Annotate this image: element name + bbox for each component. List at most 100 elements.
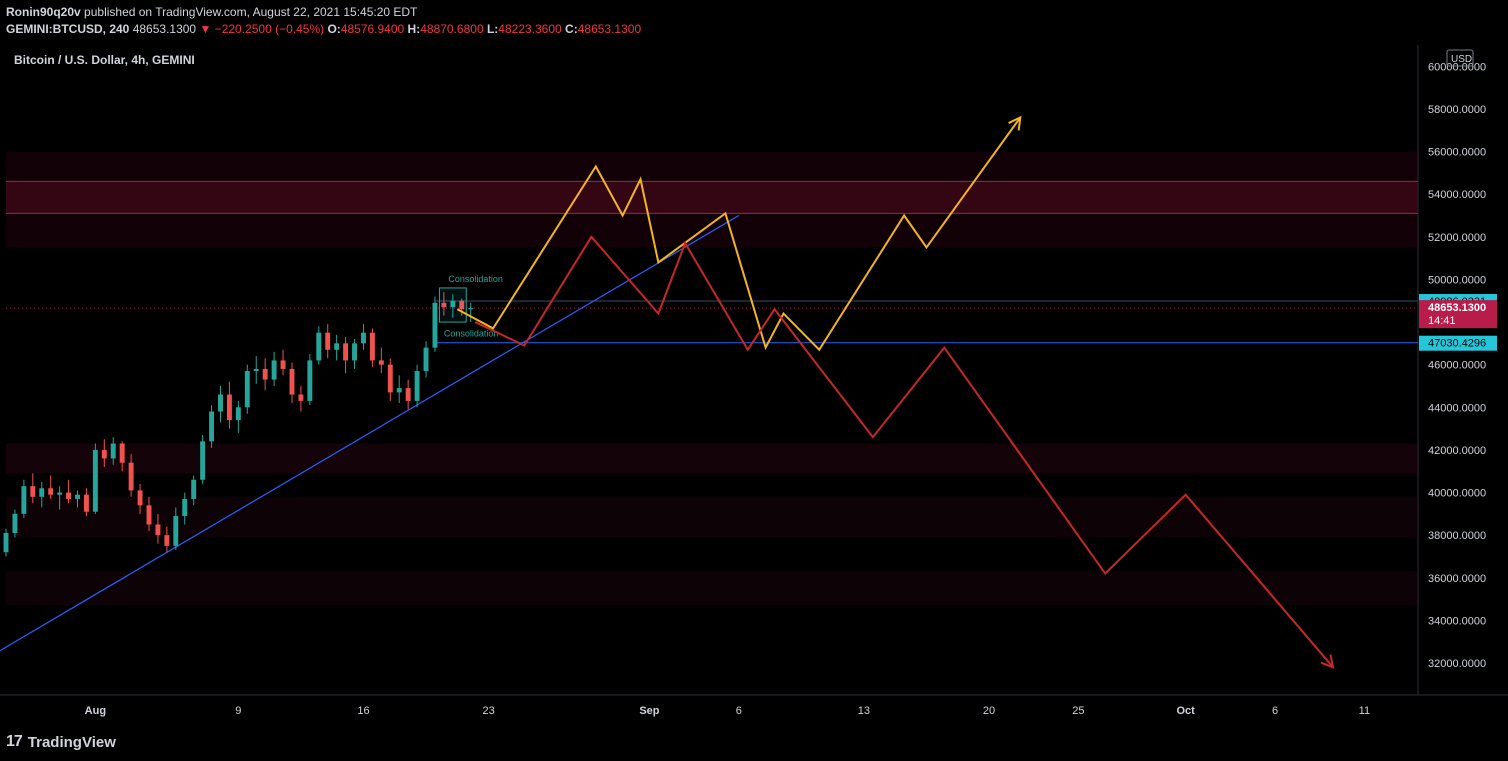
candle-4 xyxy=(39,481,45,508)
candle-body xyxy=(396,388,402,393)
candle-33 xyxy=(298,385,304,412)
candle-41 xyxy=(369,328,375,367)
candle-14 xyxy=(128,454,134,497)
x-tick-3: 23 xyxy=(482,705,494,717)
candle-body xyxy=(66,492,72,499)
y-tick-11: 36000.0000 xyxy=(1428,573,1486,585)
candle-8 xyxy=(75,490,80,508)
candle-6 xyxy=(57,486,63,510)
candle-37 xyxy=(334,334,340,361)
candle-body xyxy=(101,449,107,459)
candle-body xyxy=(3,533,9,553)
chart-title: Bitcoin / U.S. Dollar, 4h, GEMINI xyxy=(14,53,195,67)
price-label-bg-2 xyxy=(1419,335,1497,351)
candle-44 xyxy=(396,375,402,404)
candle-body xyxy=(271,360,277,380)
candle-38 xyxy=(343,336,349,374)
candle-body xyxy=(262,368,268,380)
candle-body xyxy=(92,449,98,512)
candle-body xyxy=(21,486,27,514)
y-tick-2: 56000.0000 xyxy=(1428,147,1486,159)
candle-body xyxy=(57,492,63,495)
candle-body xyxy=(343,343,349,361)
currency-label: USD xyxy=(1451,54,1472,65)
currency-badge xyxy=(1446,49,1474,67)
close-value: 48653.1300 xyxy=(577,22,642,36)
candle-body xyxy=(369,332,375,361)
candle-body xyxy=(209,411,215,442)
published-text: published on TradingView.com, August 22,… xyxy=(84,5,418,19)
x-tick-5: 6 xyxy=(736,705,742,717)
candle-52 xyxy=(468,302,474,323)
candle-16 xyxy=(146,496,152,531)
candle-10 xyxy=(92,443,98,514)
candle-7 xyxy=(66,479,72,504)
candle-body xyxy=(316,332,322,361)
candle-0 xyxy=(3,528,9,557)
candle-body xyxy=(226,394,232,421)
x-tick-0: Aug xyxy=(85,705,106,717)
y-tick-5: 50000.0000 xyxy=(1428,274,1486,286)
candle-body xyxy=(119,443,125,463)
y-tick-6: 46000.0000 xyxy=(1428,360,1486,372)
candle-51 xyxy=(459,298,465,316)
candle-46 xyxy=(414,364,420,408)
candle-body xyxy=(450,300,456,308)
candle-28 xyxy=(253,356,259,384)
candle-body xyxy=(83,494,89,512)
y-tick-7: 44000.0000 xyxy=(1428,402,1486,414)
scenario-path-0 xyxy=(456,116,1022,352)
candle-15 xyxy=(137,484,143,514)
candle-body xyxy=(218,394,223,412)
candle-34 xyxy=(307,354,313,406)
candle-body xyxy=(441,302,447,308)
trendline xyxy=(0,214,740,652)
tradingview-wordmark[interactable]: TradingView xyxy=(27,733,116,751)
consolidation-box xyxy=(438,287,467,323)
price-label-bg-1 xyxy=(1419,300,1497,329)
candle-32 xyxy=(289,362,295,404)
candle-body xyxy=(432,302,438,348)
candle-body xyxy=(334,343,340,350)
candle-body xyxy=(423,347,429,372)
y-tick-12: 34000.0000 xyxy=(1428,615,1486,627)
candle-27 xyxy=(244,364,250,414)
candle-body xyxy=(405,388,411,401)
candle-body xyxy=(235,407,241,421)
candle-body xyxy=(387,364,393,393)
candle-11 xyxy=(101,439,107,467)
candle-body xyxy=(378,360,384,365)
candle-body xyxy=(289,368,295,395)
x-tick-8: 25 xyxy=(1072,705,1084,717)
y-tick-3: 54000.0000 xyxy=(1428,189,1486,201)
candle-30 xyxy=(271,351,277,386)
candle-29 xyxy=(262,358,268,391)
candle-body xyxy=(253,368,259,372)
scenario-arrowhead-0 xyxy=(1008,115,1022,131)
low-label: L: xyxy=(486,22,499,36)
x-tick-6: 13 xyxy=(858,705,870,717)
publish-info: Ronin90q20v published on TradingView.com… xyxy=(6,5,417,19)
candle-5 xyxy=(48,475,54,499)
open-label: O: xyxy=(327,22,341,36)
candle-body xyxy=(468,308,474,310)
candle-body xyxy=(164,535,170,546)
publisher-name[interactable]: Ronin90q20v xyxy=(6,5,81,19)
candle-47 xyxy=(423,341,429,378)
candle-body xyxy=(48,488,54,495)
price-change: −220.2500 (−0.45%) xyxy=(214,22,325,36)
scenario-arrowhead-1 xyxy=(1320,654,1335,669)
ohlc-bar: GEMINI:BTCUSD, 240 48653.1300 ▼ −220.250… xyxy=(6,22,641,36)
price-label-2: 47030.4296 xyxy=(1428,338,1486,350)
candle-3 xyxy=(30,473,36,504)
candle-body xyxy=(75,494,80,499)
close-label: C: xyxy=(565,22,578,36)
consolidation-label-0: Consolidation xyxy=(448,274,503,284)
candle-body xyxy=(200,441,206,480)
zone-1 xyxy=(6,151,1418,248)
x-tick-2: 16 xyxy=(357,705,369,717)
candle-body xyxy=(352,343,357,361)
y-tick-9: 40000.0000 xyxy=(1428,488,1486,500)
candle-body xyxy=(325,332,331,350)
